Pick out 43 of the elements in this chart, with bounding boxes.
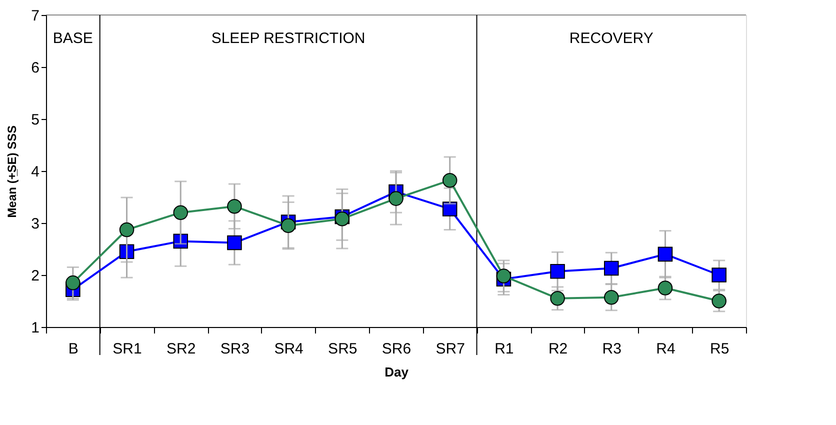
point	[550, 264, 565, 279]
y-tick-label: 2	[31, 268, 40, 284]
y-axis-title: Mean (+̲SE) SSS	[5, 125, 20, 218]
point	[119, 222, 134, 238]
y-tick-label: 5	[31, 112, 40, 128]
point	[496, 268, 512, 284]
point	[550, 291, 565, 306]
point	[712, 294, 726, 308]
x-tick-label: SR3	[220, 340, 250, 358]
point	[604, 290, 619, 305]
x-tick-label: SR6	[382, 340, 412, 358]
point	[227, 235, 242, 250]
x-tick-label: R5	[710, 340, 730, 358]
point	[658, 246, 673, 262]
point	[227, 198, 242, 214]
x-tick-label: R1	[494, 340, 514, 358]
x-tick-label: B	[68, 340, 78, 358]
y-tick-label: 6	[31, 60, 40, 76]
point	[173, 205, 188, 220]
y-tick-label: 7	[31, 8, 40, 24]
point	[442, 172, 458, 188]
band-label: RECOVERY	[569, 30, 654, 47]
band-label: BASE	[52, 30, 93, 47]
point	[66, 275, 80, 290]
band-label: SLEEP RESTRICTION	[211, 30, 366, 47]
y-tick-label: 1	[31, 320, 40, 336]
x-tick-label: R3	[602, 340, 622, 358]
point	[280, 218, 296, 233]
point	[442, 202, 458, 216]
x-tick-label: SR2	[166, 340, 196, 358]
x-tick-label: SR1	[112, 340, 142, 358]
point	[712, 268, 726, 282]
x-axis-title: Day	[384, 364, 410, 380]
point	[658, 280, 673, 296]
x-tick-label: R2	[548, 340, 568, 358]
x-tick-label: SR5	[328, 340, 358, 358]
y-tick-label: 3	[31, 216, 40, 232]
point	[604, 260, 619, 276]
x-tick-label: SR7	[436, 340, 465, 358]
y-tick-label: 4	[31, 164, 40, 180]
x-tick-label: R4	[656, 340, 676, 358]
point	[388, 191, 404, 206]
x-tick-label: SR4	[274, 340, 304, 358]
